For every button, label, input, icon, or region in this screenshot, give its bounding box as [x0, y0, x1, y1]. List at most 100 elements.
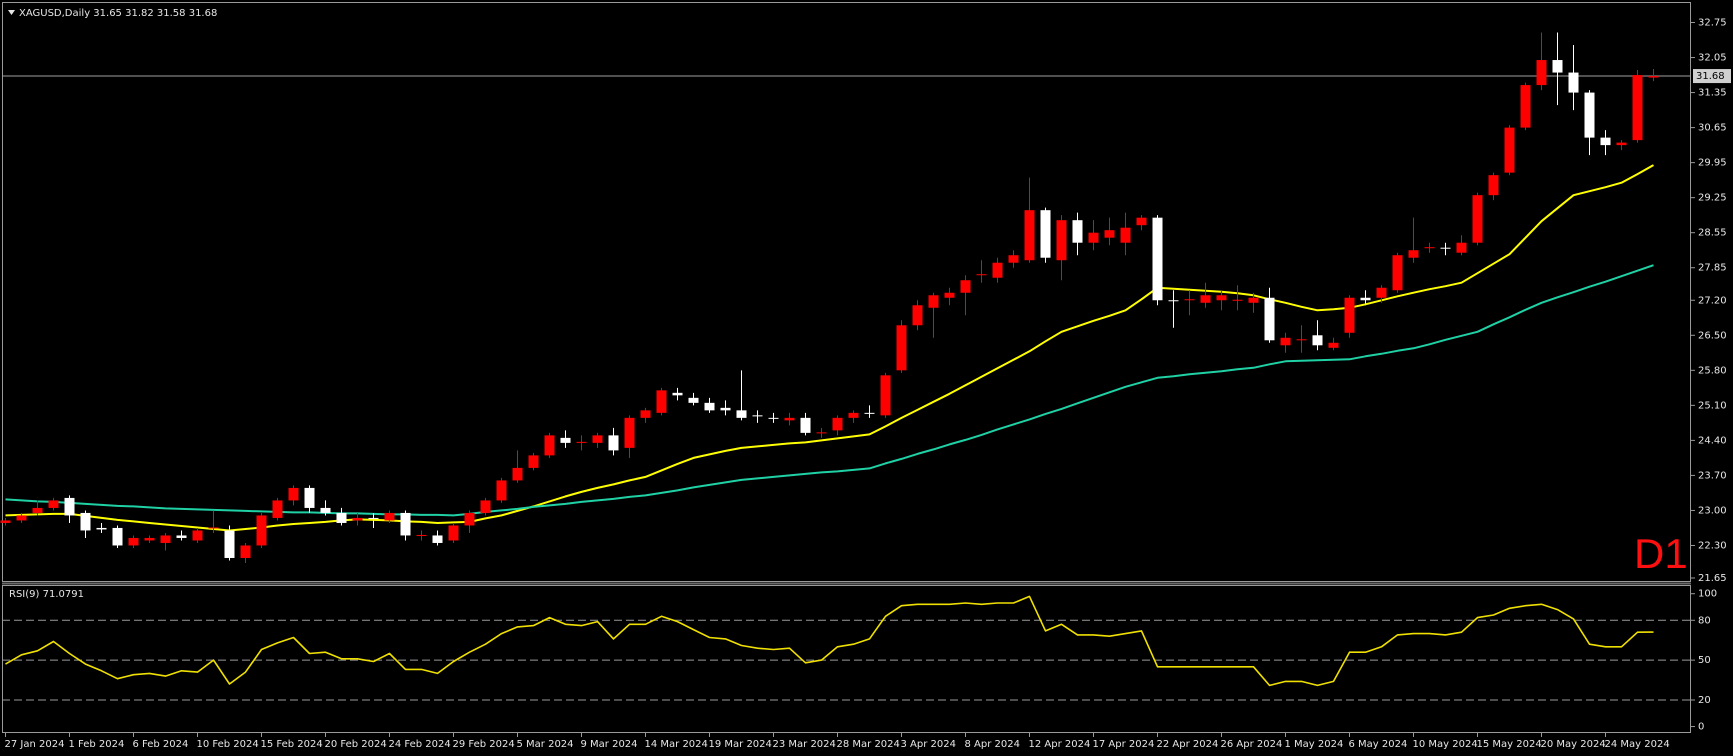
candle-body: [1520, 85, 1531, 128]
y-tick-label: 30.65: [1698, 123, 1727, 134]
candle-body: [1408, 250, 1419, 258]
x-tick-label: 27 Jan 2024: [5, 739, 65, 750]
candle-body: [752, 415, 763, 417]
x-tick-label: 1 Feb 2024: [69, 739, 125, 750]
y-tick-label: 32.75: [1698, 18, 1727, 29]
chart-title: XAGUSD,Daily 31.65 31.82 31.58 31.68: [19, 8, 217, 19]
candle-body: [256, 515, 267, 546]
candle-body: [400, 512, 411, 536]
x-tick-label: 15 Feb 2024: [261, 739, 323, 750]
candle-body: [1648, 76, 1659, 78]
x-tick-label: 14 Mar 2024: [645, 739, 708, 750]
candle-body: [96, 527, 107, 530]
candle-body: [1232, 299, 1243, 301]
candle-body: [1008, 255, 1019, 263]
candle-body: [192, 530, 203, 541]
candle-body: [1424, 247, 1435, 249]
candle-body: [928, 295, 939, 308]
x-tick-label: 1 May 2024: [1285, 739, 1344, 750]
y-tick-label: 27.85: [1698, 263, 1727, 274]
indicator-line: [5, 264, 1654, 517]
rsi-title: RSI(9) 71.0791: [9, 589, 84, 600]
x-tick-label: 6 May 2024: [1349, 739, 1408, 750]
candle-body: [832, 417, 843, 431]
candle-body: [368, 517, 379, 519]
candle-body: [1216, 295, 1227, 301]
candle-body: [640, 410, 651, 418]
candle-body: [592, 435, 603, 443]
candle-body: [16, 515, 27, 521]
candle-body: [432, 535, 443, 543]
x-tick-label: 24 May 2024: [1605, 739, 1670, 750]
candle-body: [112, 527, 123, 546]
candle-body: [1376, 287, 1387, 298]
x-tick-label: 3 Apr 2024: [901, 739, 956, 750]
candle-body: [1440, 247, 1451, 249]
y-tick-label: 31.35: [1698, 88, 1727, 99]
candle-body: [1312, 335, 1323, 346]
candle-body: [896, 325, 907, 371]
candle-body: [1568, 72, 1579, 93]
y-tick-label: 26.50: [1698, 330, 1727, 341]
y-tick-label: 27.20: [1698, 295, 1727, 306]
x-tick-label: 22 Apr 2024: [1157, 739, 1219, 750]
y-tick-label: 80: [1698, 615, 1711, 626]
x-tick-label: 29 Feb 2024: [453, 739, 515, 750]
x-tick-label: 23 Mar 2024: [773, 739, 836, 750]
candle-body: [464, 512, 475, 526]
candle-body: [560, 437, 571, 443]
candle-body: [128, 537, 139, 546]
candle-body: [320, 507, 331, 513]
candle-body: [32, 507, 43, 513]
candle-body: [512, 467, 523, 481]
candle-body: [704, 402, 715, 411]
y-tick-label: 21.65: [1698, 573, 1727, 584]
candle-body: [0, 520, 11, 523]
candle-body: [1296, 339, 1307, 341]
candle-body: [144, 537, 155, 541]
candle-body: [976, 274, 987, 276]
x-tick-label: 10 May 2024: [1413, 739, 1478, 750]
candle-body: [288, 487, 299, 501]
x-tick-label: 20 Feb 2024: [325, 739, 387, 750]
candle-body: [272, 500, 283, 518]
candle-body: [304, 487, 315, 508]
candle-body: [848, 412, 859, 418]
x-tick-label: 9 Mar 2024: [581, 739, 638, 750]
last-price-box: [1693, 69, 1731, 84]
y-tick-label: 29.25: [1698, 193, 1727, 204]
candle-body: [1280, 337, 1291, 346]
y-tick-label: 28.55: [1698, 228, 1727, 239]
candle-body: [352, 517, 363, 521]
candle-body: [1120, 227, 1131, 243]
y-tick-label: 25.80: [1698, 365, 1727, 376]
y-tick-label: 29.95: [1698, 158, 1727, 169]
candle-body: [784, 417, 795, 421]
x-tick-label: 24 Feb 2024: [389, 739, 451, 750]
candle-body: [816, 432, 827, 434]
candle-body: [1536, 60, 1547, 86]
candle-body: [208, 527, 219, 529]
y-tick-label: 23.70: [1698, 470, 1727, 481]
candle-body: [1200, 295, 1211, 303]
candle-body: [1072, 220, 1083, 243]
candle-body: [1168, 300, 1179, 302]
candle-body: [416, 534, 427, 536]
candle-body: [1584, 92, 1595, 138]
candle-body: [1616, 142, 1627, 146]
candle-body: [448, 525, 459, 541]
candle-body: [1024, 210, 1035, 261]
x-tick-label: 15 May 2024: [1477, 739, 1542, 750]
candle-body: [576, 441, 587, 443]
candle-body: [672, 392, 683, 396]
x-tick-label: 6 Feb 2024: [133, 739, 189, 750]
x-tick-label: 8 Apr 2024: [965, 739, 1020, 750]
candle-body: [1488, 175, 1499, 196]
candle-body: [1152, 217, 1163, 301]
rsi-pane-border: [2, 585, 1691, 733]
timeframe-annotation: D1: [1634, 530, 1688, 577]
candle-body: [1344, 297, 1355, 333]
candle-body: [800, 417, 811, 433]
